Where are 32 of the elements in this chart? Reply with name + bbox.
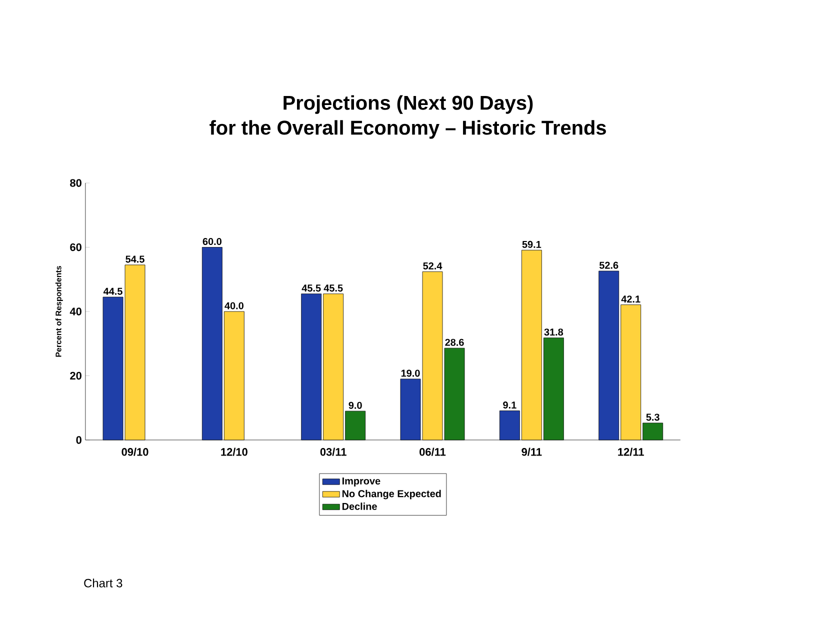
data-label: 52.4: [423, 262, 442, 270]
data-label: 19.0: [401, 370, 420, 377]
legend-label: Decline: [342, 502, 377, 510]
y-tick-label: 40: [70, 308, 82, 316]
x-tick-label: 12/10: [221, 448, 248, 456]
y-tick-label: 60: [70, 243, 82, 252]
data-label: 60.0: [202, 238, 222, 246]
data-label: 54.5: [126, 256, 144, 263]
x-tick-label: 9/11: [522, 448, 542, 456]
y-tick-label: 0: [76, 436, 82, 444]
data-label: 31.8: [544, 328, 564, 336]
y-tick-label: 80: [70, 179, 82, 187]
data-label: 40.0: [224, 302, 244, 310]
data-label: 5.3: [646, 414, 660, 421]
data-label: 9.1: [503, 402, 516, 409]
data-label: 45.5: [302, 284, 321, 292]
legend-label: Improve: [342, 478, 380, 486]
data-label: 59.1: [522, 240, 542, 248]
legend-label: No Change Expected: [342, 490, 441, 500]
data-label: 42.1: [621, 296, 640, 303]
data-label: 9.0: [348, 402, 362, 409]
data-label: 52.6: [599, 262, 618, 269]
x-tick-label: 06/11: [420, 448, 446, 456]
x-tick-label: 12/11: [618, 448, 644, 456]
y-tick-label: 20: [70, 372, 82, 380]
x-tick-label: 03/11: [320, 448, 346, 456]
data-label: 44.5: [103, 288, 122, 295]
data-label: 28.6: [445, 338, 464, 346]
chart-title: Projections (Next 90 Days) for the Overall Economy – Historic Trends: [210, 95, 606, 139]
data-label: 45.5: [324, 284, 343, 292]
caption: Chart 3: [84, 578, 122, 588]
x-tick-label: 09/10: [122, 448, 148, 456]
